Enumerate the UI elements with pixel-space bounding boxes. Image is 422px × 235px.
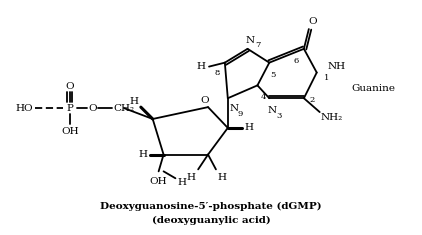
Text: H: H [138, 150, 147, 159]
Text: 6: 6 [293, 57, 299, 65]
Text: Guanine: Guanine [351, 84, 395, 93]
Text: H: H [178, 178, 187, 187]
Text: 8: 8 [214, 69, 219, 77]
Text: N: N [229, 104, 238, 113]
Text: HO: HO [16, 104, 33, 113]
Text: 4: 4 [261, 93, 266, 101]
Text: O: O [201, 96, 209, 105]
Text: P: P [66, 104, 73, 113]
Text: O: O [308, 17, 317, 26]
Text: NH: NH [327, 62, 346, 71]
Text: Deoxyguanosine-5′-phosphate (dGMP): Deoxyguanosine-5′-phosphate (dGMP) [100, 202, 322, 212]
Text: 3: 3 [276, 112, 282, 120]
Text: 9: 9 [238, 110, 243, 118]
Text: H: H [244, 123, 253, 132]
Text: H: H [197, 62, 206, 71]
Text: N: N [268, 106, 277, 115]
Text: 2: 2 [309, 96, 314, 104]
Text: 5: 5 [271, 70, 276, 78]
Text: H: H [217, 173, 226, 182]
Text: O: O [88, 104, 97, 113]
Text: (deoxyguanylic acid): (deoxyguanylic acid) [151, 216, 271, 225]
Text: CH₂: CH₂ [114, 104, 135, 113]
Text: O: O [65, 82, 74, 91]
Text: OH: OH [61, 127, 78, 136]
Text: H: H [130, 97, 138, 106]
Text: 1: 1 [324, 74, 329, 82]
Text: 7: 7 [256, 41, 261, 49]
Text: OH: OH [150, 177, 168, 186]
Text: N: N [246, 36, 255, 45]
Text: NH₂: NH₂ [320, 114, 343, 122]
Text: H: H [187, 173, 196, 182]
